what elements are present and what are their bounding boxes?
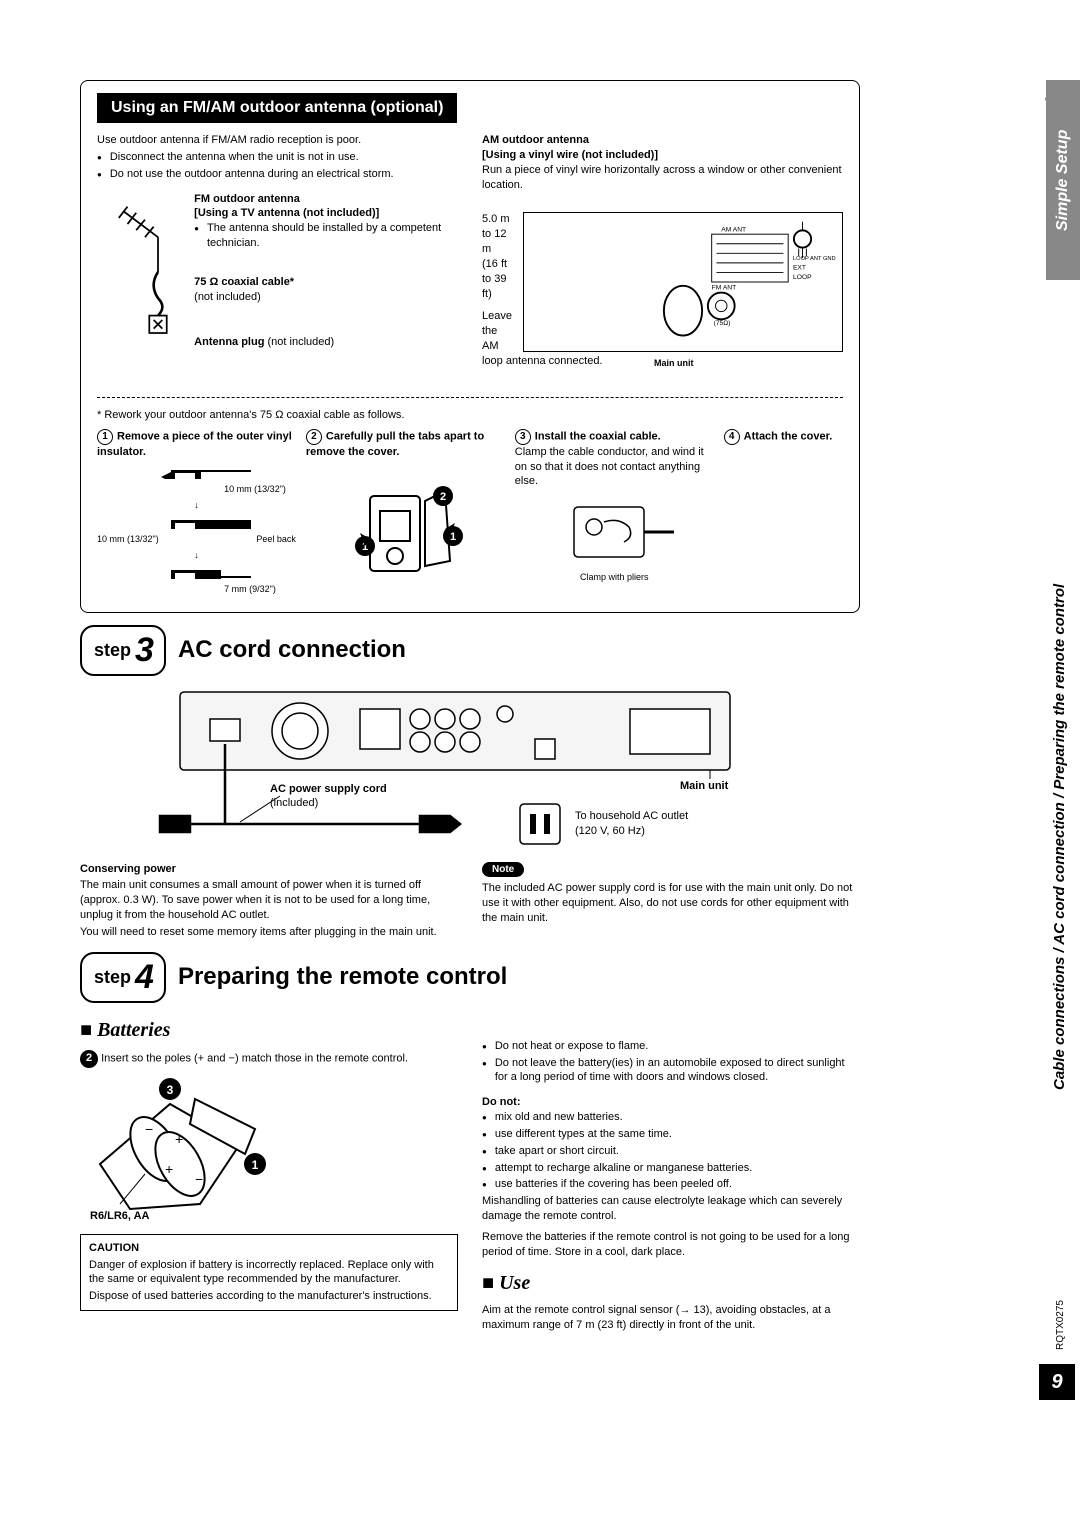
- caution-text: Dispose of used batteries according to t…: [89, 1289, 449, 1304]
- sidebar: 🔧 Simple Setup Cable connections / AC co…: [1032, 80, 1080, 1440]
- fm-cable-note: (not included): [194, 290, 458, 305]
- use-body: Aim at the remote control signal sensor …: [482, 1303, 860, 1333]
- am-sub: [Using a vinyl wire (not included)]: [482, 148, 843, 163]
- rework-step: 4 Attach the cover.: [724, 429, 843, 596]
- antenna-intro: Use outdoor antenna if FM/AM radio recep…: [97, 133, 458, 148]
- donot-after: Mishandling of batteries can cause elect…: [482, 1194, 860, 1224]
- caution-text: Danger of explosion if battery is incorr…: [89, 1258, 449, 1288]
- step-number: 3: [515, 429, 531, 445]
- step-number: 4: [724, 429, 740, 445]
- label-fm-ant: FM ANT: [712, 285, 737, 292]
- donot-item: mix old and new batteries.: [495, 1110, 623, 1125]
- batteries-head: Batteries: [80, 1017, 458, 1044]
- rework-step: 2Carefully pull the tabs apart to remove…: [306, 429, 505, 596]
- step4-header: step 4 Preparing the remote control: [80, 952, 860, 1003]
- cable-strip-illustration: 10 mm (13/32") ↓ 10 mm (13/32")Peel back…: [97, 466, 296, 596]
- side-tab-breadcrumb: Cable connections / AC cord connection /…: [1051, 390, 1068, 1090]
- donot-head: Do not:: [482, 1095, 860, 1110]
- rework-intro: * Rework your outdoor antenna's 75 Ω coa…: [97, 408, 843, 423]
- svg-text:−: −: [145, 1121, 153, 1137]
- step-title: Attach the cover.: [744, 430, 833, 442]
- am-note: Run a piece of vinyl wire horizontally a…: [482, 163, 843, 193]
- svg-text:+: +: [165, 1161, 173, 1177]
- warning-bullet: Do not heat or expose to flame.: [495, 1039, 648, 1054]
- note-label: Note: [482, 862, 524, 878]
- step3-header: step 3 AC cord connection: [80, 625, 860, 676]
- numbered-bullet: 2: [80, 1050, 98, 1068]
- svg-text:3: 3: [167, 1083, 174, 1097]
- step-title: Install the coaxial cable.: [535, 430, 661, 442]
- step4-title: Preparing the remote control: [178, 963, 507, 991]
- caution-head: CAUTION: [89, 1241, 449, 1256]
- step-title: Carefully pull the tabs apart to remove …: [306, 430, 484, 458]
- donot-item: use different types at the same time.: [495, 1127, 672, 1142]
- caution-box: CAUTION Danger of explosion if battery i…: [80, 1234, 458, 1311]
- step-title: Remove a piece of the outer vinyl insula…: [97, 430, 292, 458]
- divider: [97, 397, 843, 398]
- step-number: 1: [97, 429, 113, 445]
- svg-text:−: −: [195, 1171, 203, 1187]
- label-am-ant: AM ANT: [721, 227, 746, 234]
- rework-step: 1Remove a piece of the outer vinyl insul…: [97, 429, 296, 596]
- step-body: Clamp the cable conductor, and wind it o…: [515, 445, 714, 490]
- side-tab-simple-setup: Simple Setup: [1046, 80, 1080, 280]
- note-body: The included AC power supply cord is for…: [482, 881, 860, 926]
- am-title: AM outdoor antenna: [482, 133, 843, 148]
- label-loop-gnd: LOOP ANT GND: [793, 256, 836, 262]
- main-unit-diagram: AM ANT LOOP ANT GND EXT LOOP FM ANT (75Ω…: [523, 212, 843, 352]
- page-number: 9: [1039, 1364, 1075, 1400]
- donot-item: attempt to recharge alkaline or manganes…: [495, 1161, 752, 1176]
- svg-text:Main unit: Main unit: [680, 780, 729, 792]
- antenna-bullet: Do not use the outdoor antenna during an…: [110, 167, 394, 182]
- antenna-section: Using an FM/AM outdoor antenna (optional…: [80, 80, 860, 613]
- fm-sub: [Using a TV antenna (not included)]: [194, 206, 458, 221]
- warning-bullet: Do not leave the battery(ies) in an auto…: [495, 1056, 860, 1086]
- fm-note: The antenna should be installed by a com…: [207, 221, 458, 251]
- svg-text:(120 V, 60 Hz): (120 V, 60 Hz): [575, 825, 645, 837]
- donot-item: take apart or short circuit.: [495, 1144, 619, 1159]
- battery-instruction: Insert so the poles (+ and −) match thos…: [101, 1052, 408, 1064]
- fm-antenna-icon: [97, 192, 184, 352]
- conserving-body: The main unit consumes a small amount of…: [80, 878, 458, 923]
- conserving-body2: You will need to reset some memory items…: [80, 925, 458, 940]
- donot-after2: Remove the batteries if the remote contr…: [482, 1230, 860, 1260]
- label-loop: LOOP: [793, 275, 812, 282]
- fm-title: FM outdoor antenna: [194, 192, 458, 207]
- svg-text:+: +: [175, 1131, 183, 1147]
- donot-item: use batteries if the covering has been p…: [495, 1177, 732, 1192]
- clamp-illustration: Clamp with pliers: [515, 495, 714, 585]
- step-number: 2: [306, 429, 322, 445]
- rework-step: 3 Install the coaxial cable. Clamp the ca…: [515, 429, 714, 596]
- remote-battery-illustration: − + + − 3 1 R6/LR6, AA: [80, 1074, 280, 1224]
- ac-cord-diagram: AC power supply cord (included) Main uni…: [80, 684, 860, 854]
- fm-cable: 75 Ω coaxial cable*: [194, 276, 294, 288]
- battery-type: R6/LR6, AA: [90, 1209, 150, 1224]
- fm-plug: Antenna plug: [194, 336, 264, 348]
- main-unit-label: Main unit: [654, 357, 694, 369]
- svg-text:To household AC outlet: To household AC outlet: [575, 810, 688, 822]
- antenna-header: Using an FM/AM outdoor antenna (optional…: [97, 93, 457, 123]
- document-code: RQTX0275: [1055, 1300, 1066, 1350]
- clamp-caption: Clamp with pliers: [580, 571, 649, 583]
- step-badge: step 3: [80, 625, 166, 676]
- cover-removal-illustration: 2 1 1: [306, 466, 505, 596]
- step-badge: step 4: [80, 952, 166, 1003]
- use-head: Use: [482, 1270, 860, 1297]
- step3-title: AC cord connection: [178, 636, 406, 664]
- antenna-bullet: Disconnect the antenna when the unit is …: [110, 150, 359, 165]
- svg-text:AC power supply cord: AC power supply cord: [270, 783, 387, 795]
- label-ohm: (75Ω): [714, 320, 731, 327]
- fm-plug-note: (not included): [268, 336, 335, 348]
- svg-text:1: 1: [252, 1158, 259, 1172]
- label-ext: EXT: [793, 265, 806, 272]
- svg-text:(included): (included): [270, 797, 318, 809]
- svg-text:2: 2: [440, 491, 446, 503]
- conserving-head: Conserving power: [80, 862, 458, 877]
